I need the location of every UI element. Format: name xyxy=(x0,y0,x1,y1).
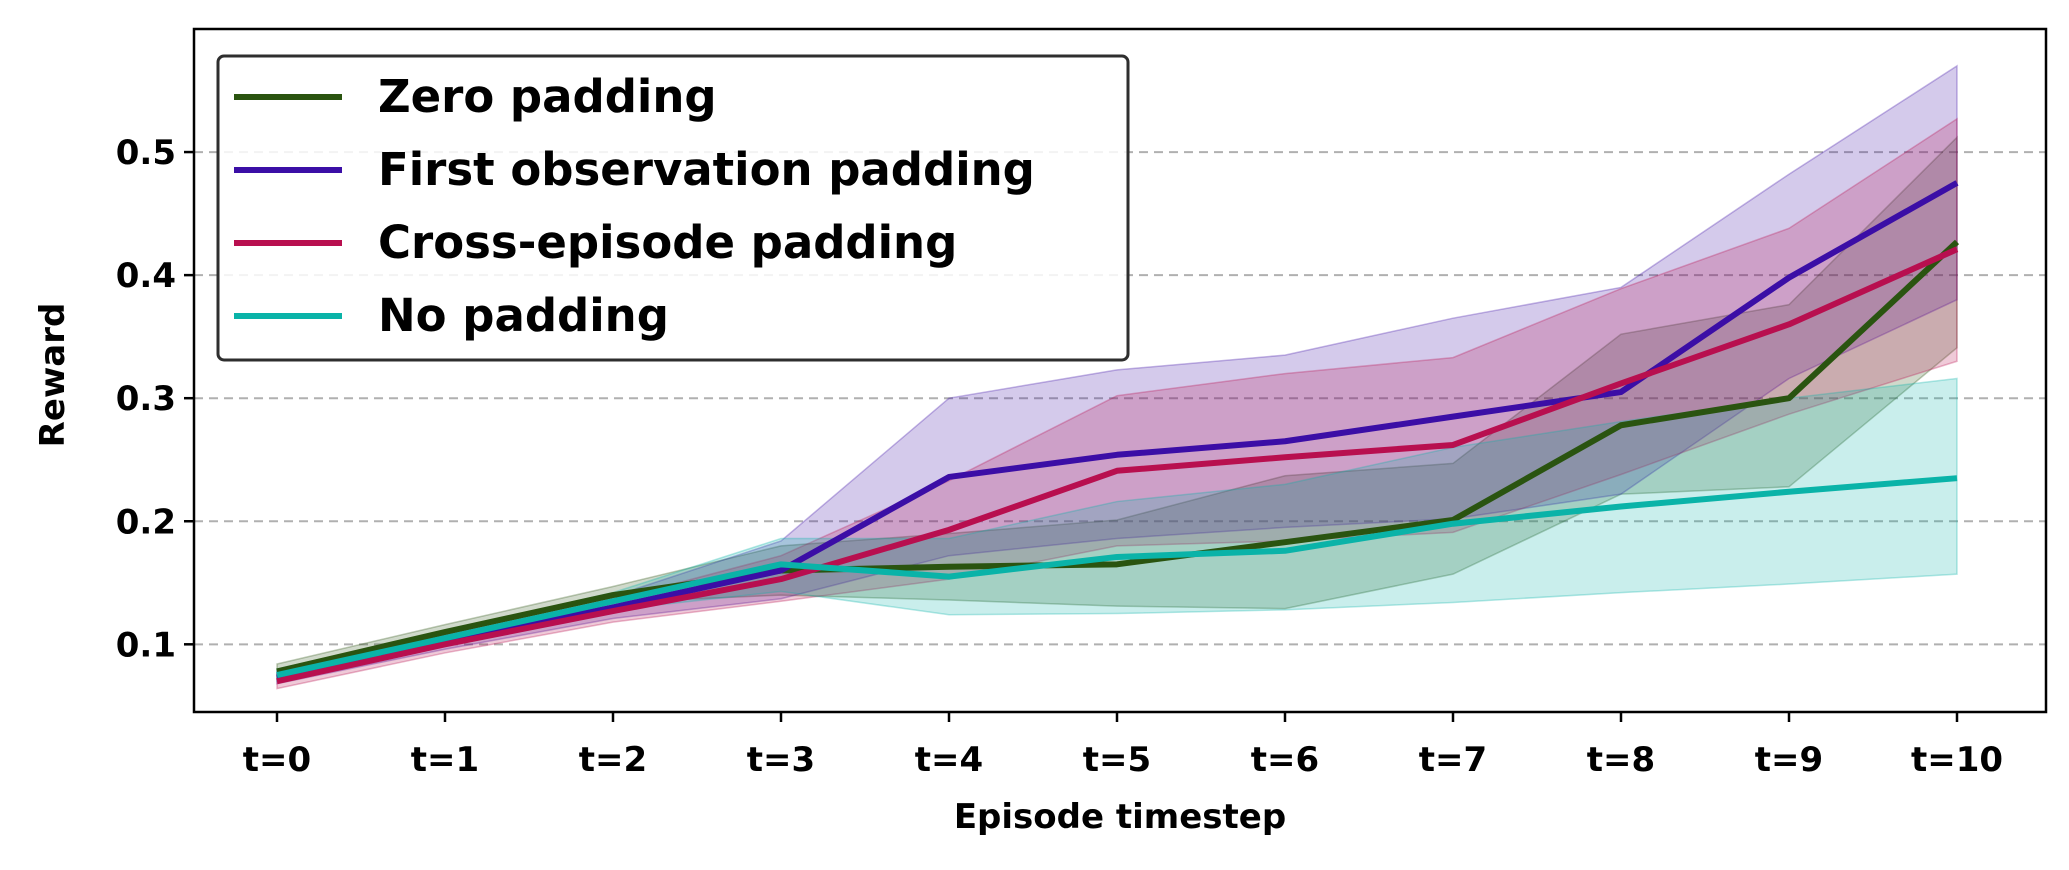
x-tick-label: t=6 xyxy=(1251,740,1319,780)
confidence-bands xyxy=(276,64,1958,690)
legend-label: Zero padding xyxy=(378,70,717,123)
y-tick-label: 0.3 xyxy=(116,379,176,419)
confidence-band xyxy=(276,377,1958,683)
x-axis-ticks: t=0 t=1 t=2 t=3 t=4 t=5 t=6 t=7 t=8 t=9 t=10 xyxy=(243,712,2003,780)
y-tick-label: 0.1 xyxy=(116,625,176,665)
legend-label: No padding xyxy=(378,289,669,342)
x-tick-label: t=2 xyxy=(579,740,647,780)
y-tick-label: 0.4 xyxy=(116,256,176,296)
y-axis-ticks: 0.1 0.2 0.3 0.4 0.5 xyxy=(116,133,194,665)
y-tick-label: 0.5 xyxy=(116,133,176,173)
x-tick-label: t=1 xyxy=(411,740,479,780)
series-line xyxy=(276,180,1959,681)
y-tick-label: 0.2 xyxy=(116,502,176,542)
series-line xyxy=(276,239,1960,675)
legend-label: First observation padding xyxy=(378,143,1035,196)
legend-label: Cross-episode padding xyxy=(378,216,957,269)
y-axis-label: Reward xyxy=(33,303,73,448)
x-tick-label: t=9 xyxy=(1755,740,1823,780)
x-tick-label: t=8 xyxy=(1587,740,1655,780)
series-line xyxy=(276,475,1958,679)
plot-frame xyxy=(192,27,2048,714)
x-tick-label: t=3 xyxy=(747,740,815,780)
legend-items: Zero padding First observation padding Cro… xyxy=(234,70,1035,342)
x-tick-label: t=4 xyxy=(915,740,983,780)
x-tick-label: t=7 xyxy=(1419,740,1487,780)
x-axis-label: Episode timestep xyxy=(954,797,1286,837)
series-line xyxy=(276,246,1959,685)
confidence-band xyxy=(276,64,1958,685)
series-lines xyxy=(276,180,1960,685)
x-tick-label: t=10 xyxy=(1911,740,2003,780)
legend-box xyxy=(216,54,1130,362)
confidence-band xyxy=(276,135,1958,680)
x-tick-label: t=0 xyxy=(243,740,311,780)
legend: Zero padding First observation padding Cro… xyxy=(216,54,1130,362)
x-tick-label: t=5 xyxy=(1083,740,1151,780)
